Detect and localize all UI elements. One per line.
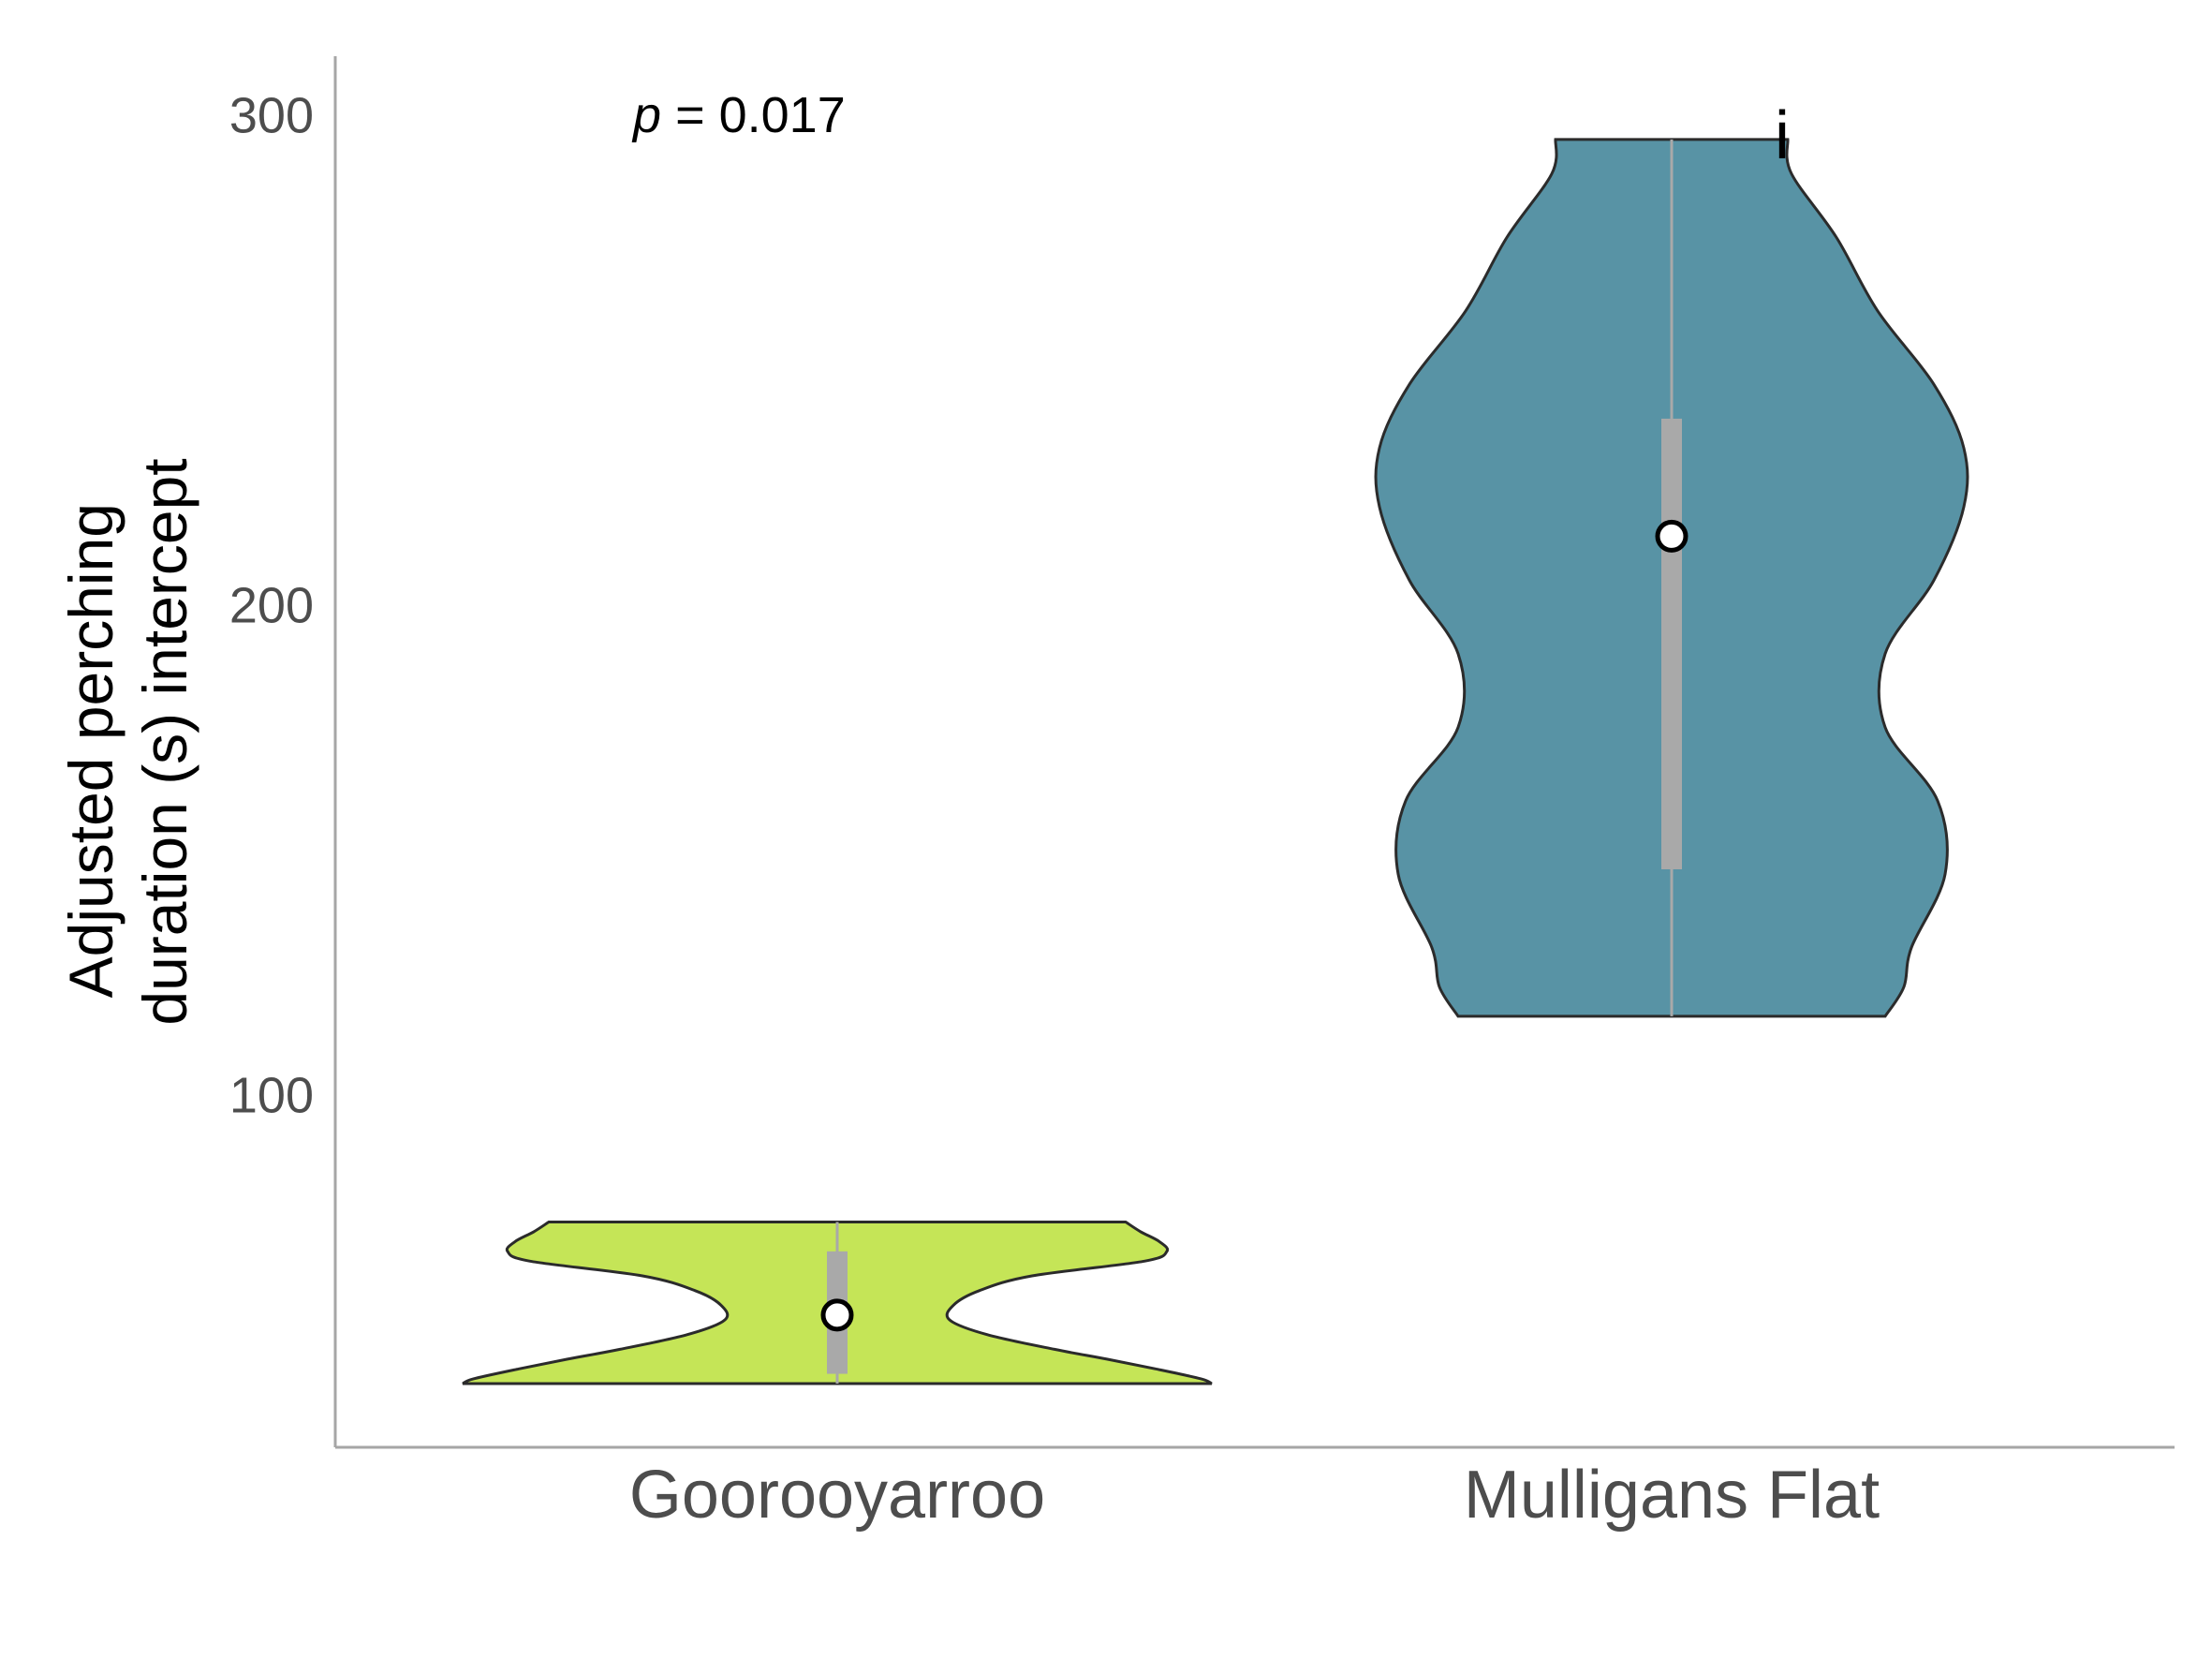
p-value-number: = 0.017 — [675, 87, 846, 143]
y-axis-label: Adjusted perching duration (s) intercept — [56, 458, 199, 1025]
y-axis-label-line-1: Adjusted perching — [56, 503, 125, 998]
significance-letter: i — [1775, 98, 1790, 173]
x-category-label: Mulligans Flat — [1464, 1458, 1880, 1533]
violin-group-0 — [462, 1221, 1213, 1385]
p-value-annotation: p = 0.017 — [631, 87, 846, 143]
y-tick-label-100: 100 — [229, 1068, 314, 1124]
x-category-labels: Goorooyarroo Mulligans Flat — [629, 1458, 1880, 1533]
violin-group-1: i — [1374, 98, 1969, 1018]
x-category-label: Goorooyarroo — [629, 1458, 1045, 1533]
p-value-symbol: p — [631, 87, 661, 143]
mean-point — [820, 1298, 854, 1332]
violins: i — [462, 98, 1969, 1385]
y-tick-labels: 100 200 300 — [229, 88, 314, 1124]
y-axis-label-line-2: duration (s) intercept — [130, 458, 199, 1025]
violin-iqr-box — [1661, 418, 1682, 869]
mean-point — [1655, 519, 1688, 553]
y-tick-label-200: 200 — [229, 578, 314, 634]
axes — [333, 56, 2175, 1449]
y-tick-label-300: 300 — [229, 88, 314, 144]
